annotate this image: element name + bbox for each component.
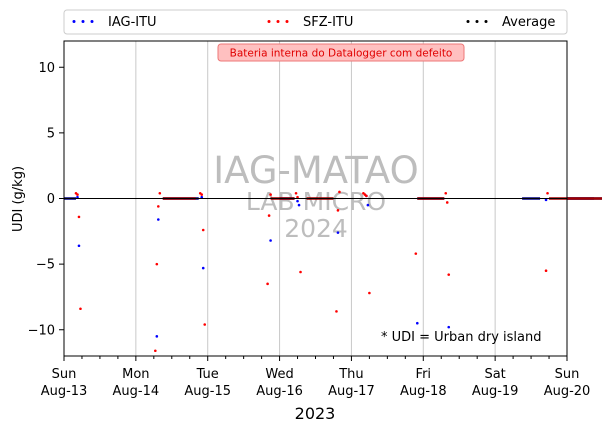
- x-axis-label: 2023: [295, 404, 336, 423]
- alert-box: Bateria interna do Datalogger com defeit…: [217, 43, 465, 62]
- data-point: [365, 194, 368, 198]
- data-point: [414, 252, 418, 255]
- legend-marker: [72, 20, 76, 23]
- data-point: [79, 307, 82, 311]
- watermark-line-1: IAG-MATAO: [213, 149, 418, 192]
- data-point: [76, 193, 79, 196]
- data-point: [157, 205, 160, 208]
- data-point: [296, 195, 299, 199]
- data-point: [200, 193, 204, 196]
- y-tick-label: 5: [47, 126, 55, 141]
- legend-marker: [81, 20, 85, 23]
- x-tick-label: Fri Aug-18: [400, 367, 447, 399]
- y-tick-label: −10: [28, 323, 55, 338]
- legend-marker: [267, 20, 271, 23]
- x-tick-label: Thu Aug-17: [328, 367, 375, 399]
- watermark-line-2: LAB MICRO: [246, 187, 386, 216]
- data-point: [336, 231, 340, 234]
- legend-item: SFZ-ITU: [267, 15, 353, 30]
- data-point: [201, 266, 205, 270]
- data-point: [158, 191, 162, 195]
- legend-frame: [63, 9, 568, 35]
- data-point: [77, 244, 81, 248]
- data-point: [544, 269, 548, 272]
- data-point: [294, 191, 298, 195]
- legend: IAG-ITU SFZ-ITU Average: [63, 9, 568, 35]
- alert-text: Bateria interna do Datalogger com defeit…: [230, 48, 453, 60]
- axis-ticks: Sun Aug-13 Mon Aug-14 Tue Aug-15 Wed Aug-16 Thu A…: [28, 61, 591, 399]
- legend-items: IAG-ITU SFZ-ITU Average: [72, 15, 555, 30]
- x-tick-label: Mon Aug-14: [113, 367, 160, 399]
- data-point: [201, 228, 205, 232]
- legend-marker: [484, 20, 488, 23]
- y-tick-label: 0: [47, 192, 55, 207]
- legend-marker: [276, 20, 280, 23]
- y-tick-label: −5: [36, 258, 55, 273]
- legend-marker: [285, 20, 289, 23]
- legend-item: Average: [466, 15, 555, 30]
- legend-label: IAG-ITU: [108, 15, 157, 30]
- data-point: [200, 195, 204, 199]
- legend-marker: [90, 20, 94, 23]
- data-point: [335, 310, 338, 313]
- data-point: [155, 335, 159, 338]
- legend-marker: [475, 20, 479, 23]
- data-point: [76, 195, 79, 199]
- legend-label: SFZ-ITU: [303, 15, 353, 30]
- data-point: [336, 209, 340, 212]
- data-point: [444, 191, 448, 195]
- data-point: [297, 203, 301, 207]
- legend-label: Average: [502, 15, 555, 30]
- data-point: [415, 321, 419, 325]
- data-point: [203, 323, 207, 326]
- data-point: [269, 193, 272, 196]
- data-point: [368, 291, 371, 295]
- data-point: [546, 191, 549, 195]
- data-point: [269, 239, 272, 242]
- watermark-line-3: 2024: [284, 214, 348, 243]
- x-tick-label: Tue Aug-15: [184, 367, 231, 399]
- x-tick-label: Sun Aug-13: [41, 367, 88, 399]
- data-point: [77, 215, 81, 219]
- data-point: [266, 282, 269, 286]
- data-point: [154, 349, 157, 353]
- data-point: [445, 201, 449, 204]
- y-axis-label: UDI (g/kg): [11, 166, 26, 232]
- data-point: [267, 214, 271, 217]
- data-point: [155, 262, 159, 266]
- data-point: [157, 218, 160, 221]
- data-point: [447, 273, 451, 276]
- legend-marker: [466, 20, 470, 23]
- watermark: IAG-MATAO LAB MICRO 2024: [213, 149, 418, 243]
- data-point: [447, 325, 451, 329]
- data-point: [338, 190, 341, 194]
- y-tick-label: 10: [38, 61, 55, 76]
- data-point: [366, 203, 370, 207]
- x-tick-label: Sun Aug-20: [544, 367, 591, 399]
- series-layer: [64, 190, 602, 353]
- legend-item: IAG-ITU: [72, 15, 157, 30]
- data-point: [296, 199, 299, 203]
- data-point: [299, 270, 302, 274]
- alert-box-background: [217, 43, 465, 62]
- x-tick-label: Sat Aug-19: [472, 367, 519, 399]
- data-point: [544, 198, 548, 202]
- note-text: * UDI = Urban dry island: [381, 330, 541, 345]
- x-tick-label: Wed Aug-16: [256, 367, 303, 399]
